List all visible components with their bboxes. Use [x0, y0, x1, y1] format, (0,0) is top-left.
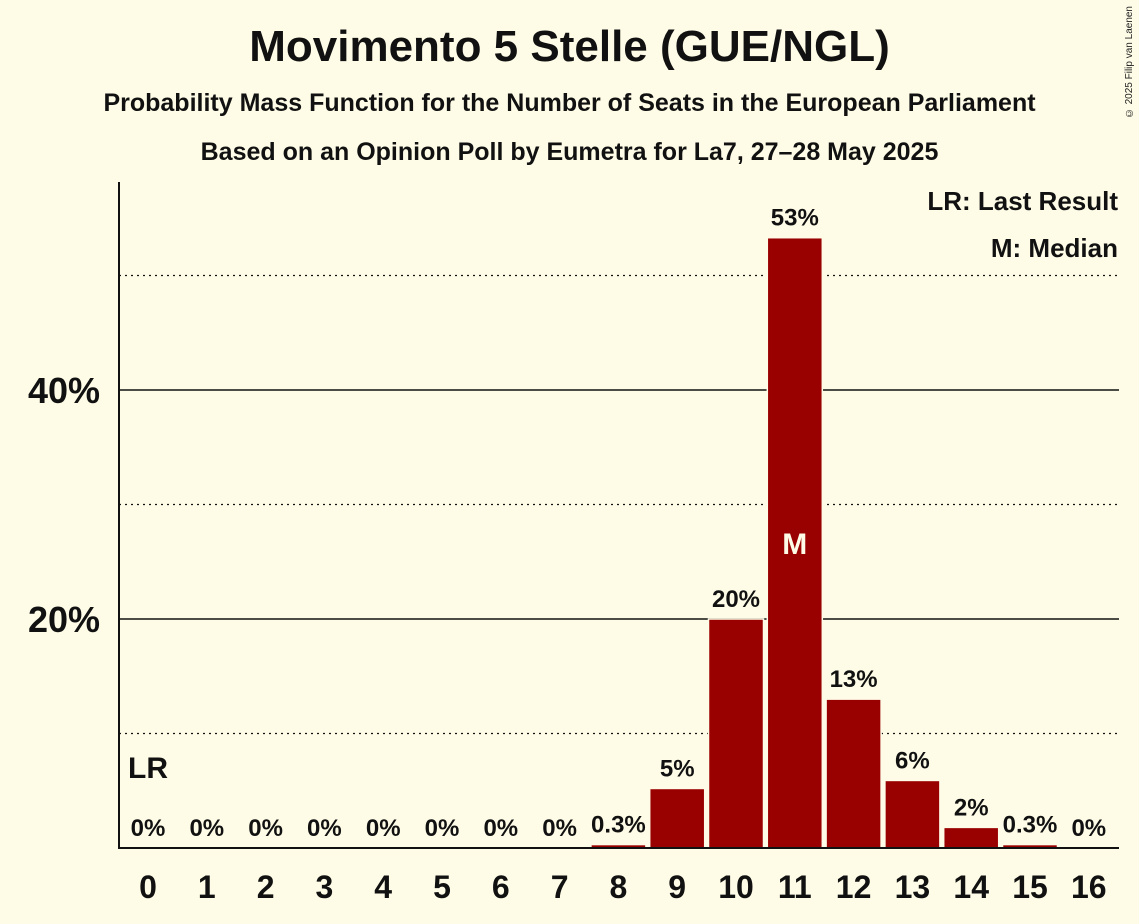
bar-seats-11	[766, 236, 824, 849]
data-label-seats-11: 53%	[771, 205, 819, 232]
data-label-seats-0: 0%	[131, 815, 166, 842]
x-tick-label-0: 0	[139, 869, 157, 905]
x-tick-label-8: 8	[610, 869, 628, 905]
data-label-seats-12: 13%	[830, 666, 878, 693]
data-label-seats-3: 0%	[307, 815, 342, 842]
x-tick-label-9: 9	[668, 869, 686, 905]
x-tick-label-1: 1	[198, 869, 216, 905]
data-label-seats-6: 0%	[483, 815, 518, 842]
data-label-seats-1: 0%	[189, 815, 224, 842]
x-tick-label-11: 11	[778, 869, 812, 905]
x-tick-label-2: 2	[257, 869, 275, 905]
data-label-seats-2: 0%	[248, 815, 283, 842]
chart-subtitle: Probability Mass Function for the Number…	[103, 89, 1036, 117]
x-tick-label-14: 14	[953, 869, 989, 905]
data-label-seats-13: 6%	[895, 747, 930, 774]
x-tick-label-15: 15	[1012, 869, 1048, 905]
x-tick-label-6: 6	[492, 869, 510, 905]
data-label-seats-16: 0%	[1071, 815, 1106, 842]
data-label-seats-7: 0%	[542, 815, 577, 842]
data-label-seats-5: 0%	[425, 815, 460, 842]
x-tick-label-13: 13	[895, 869, 931, 905]
data-label-seats-8: 0.3%	[591, 812, 646, 839]
data-label-seats-9: 5%	[660, 755, 695, 782]
median-marker: M	[782, 528, 807, 561]
data-label-seats-4: 0%	[366, 815, 401, 842]
bar-seats-14	[942, 826, 1000, 849]
last-result-marker: LR	[128, 752, 168, 785]
x-tick-label-7: 7	[551, 869, 569, 905]
x-tick-label-16: 16	[1071, 869, 1107, 905]
x-tick-label-4: 4	[374, 869, 392, 905]
y-tick-label-20: 20%	[28, 599, 100, 640]
y-tick-label-40: 40%	[28, 370, 100, 411]
chart-source-line: Based on an Opinion Poll by Eumetra for …	[200, 138, 939, 166]
data-label-seats-14: 2%	[954, 794, 989, 821]
x-tick-label-12: 12	[836, 869, 872, 905]
x-tick-label-5: 5	[433, 869, 451, 905]
x-tick-label-10: 10	[718, 869, 754, 905]
bar-seats-9	[648, 787, 706, 849]
data-label-seats-15: 0.3%	[1003, 812, 1058, 839]
chart-title: Movimento 5 Stelle (GUE/NGL)	[249, 22, 890, 71]
bar-seats-13	[884, 779, 941, 849]
legend-median: M: Median	[991, 233, 1118, 263]
bar-seats-12	[825, 698, 882, 849]
legend-last-result: LR: Last Result	[927, 186, 1118, 216]
bar-seats-10	[707, 618, 765, 849]
data-label-seats-10: 20%	[712, 586, 760, 613]
x-tick-label-3: 3	[316, 869, 334, 905]
